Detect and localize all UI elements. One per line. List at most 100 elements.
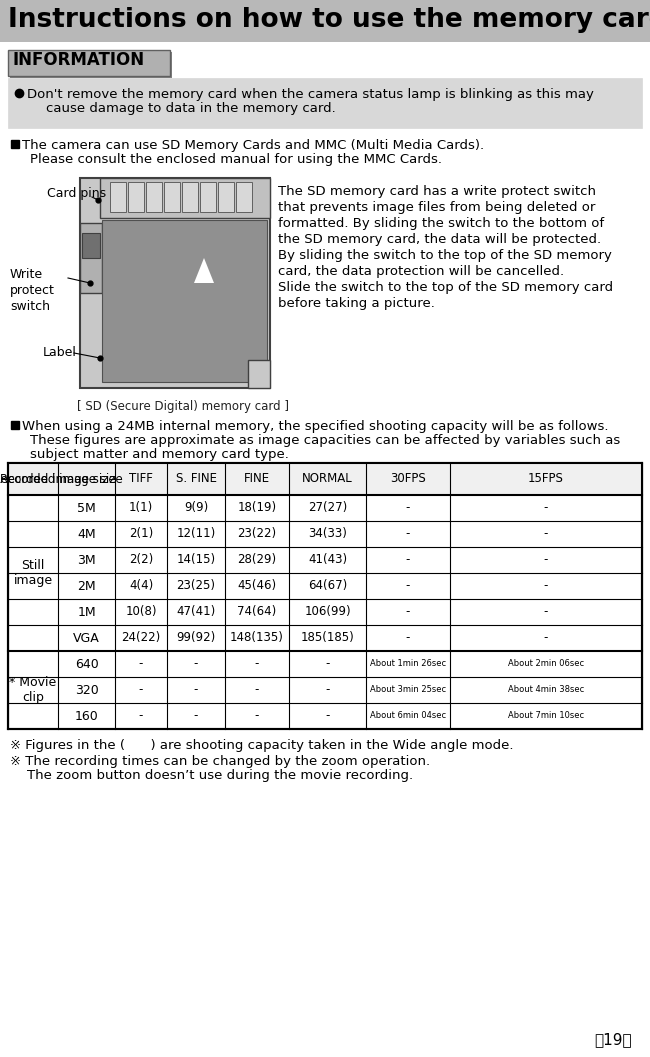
Text: -: -	[139, 684, 143, 697]
Text: [ SD (Secure Digital) memory card ]: [ SD (Secure Digital) memory card ]	[77, 400, 289, 413]
Text: 5M: 5M	[77, 501, 96, 515]
Text: Instructions on how to use the memory card: Instructions on how to use the memory ca…	[8, 7, 650, 33]
Text: About 2min 06sec: About 2min 06sec	[508, 660, 584, 668]
Text: 4M: 4M	[77, 527, 96, 540]
Text: NORMAL: NORMAL	[302, 472, 353, 485]
Text: When using a 24MB internal memory, the specified shooting capacity will be as fo: When using a 24MB internal memory, the s…	[22, 420, 608, 433]
Text: card, the data protection will be cancelled.: card, the data protection will be cancel…	[278, 265, 564, 278]
Text: subject matter and memory card type.: subject matter and memory card type.	[30, 448, 289, 461]
Text: Don't remove the memory card when the camera status lamp is blinking as this may: Don't remove the memory card when the ca…	[27, 88, 594, 101]
Bar	[80, 223, 102, 293]
Text: -: -	[255, 684, 259, 697]
Text: 1(1): 1(1)	[129, 501, 153, 515]
Text: -: -	[325, 709, 330, 723]
Text: -: -	[406, 554, 410, 567]
Bar	[0, 0, 650, 42]
Bar	[8, 463, 642, 729]
Text: 106(99): 106(99)	[304, 606, 351, 618]
Text: 23(25): 23(25)	[177, 579, 216, 593]
Text: VGA: VGA	[73, 631, 100, 645]
Text: 3M: 3M	[77, 554, 96, 567]
Text: S. FINE: S. FINE	[176, 472, 216, 485]
Text: The SD memory card has a write protect switch: The SD memory card has a write protect s…	[278, 185, 596, 198]
Text: Recorded image size: Recorded image size	[0, 472, 116, 485]
Bar	[128, 182, 144, 212]
Text: 185(185): 185(185)	[300, 631, 354, 645]
Text: 15FPS: 15FPS	[528, 472, 564, 485]
Text: -: -	[194, 684, 198, 697]
Text: -: -	[255, 657, 259, 670]
Text: 2M: 2M	[77, 579, 96, 593]
Text: 12(11): 12(11)	[176, 527, 216, 540]
Text: Card pins: Card pins	[47, 186, 106, 200]
Text: Recorded image size: Recorded image size	[0, 472, 123, 485]
Text: 1M: 1M	[77, 606, 96, 618]
Text: 27(27): 27(27)	[308, 501, 347, 515]
Text: -: -	[139, 657, 143, 670]
Bar	[80, 178, 270, 388]
Text: 2(1): 2(1)	[129, 527, 153, 540]
Text: -: -	[325, 684, 330, 697]
Text: 2(2): 2(2)	[129, 554, 153, 567]
Text: 24(22): 24(22)	[122, 631, 161, 645]
Polygon shape	[194, 258, 214, 283]
Bar	[200, 182, 216, 212]
Text: About 7min 10sec: About 7min 10sec	[508, 711, 584, 721]
Bar	[182, 182, 198, 212]
Text: FINE: FINE	[244, 472, 270, 485]
Text: 14(15): 14(15)	[176, 554, 216, 567]
Text: -: -	[325, 657, 330, 670]
Text: ※ Figures in the (      ) are shooting capacity taken in the Wide angle mode.: ※ Figures in the ( ) are shooting capaci…	[10, 739, 514, 752]
Text: Slide the switch to the top of the SD memory card: Slide the switch to the top of the SD me…	[278, 281, 613, 294]
Bar	[102, 220, 267, 382]
Text: 640: 640	[75, 657, 98, 670]
Text: -: -	[544, 579, 548, 593]
Text: Label: Label	[43, 347, 77, 359]
Text: -: -	[406, 579, 410, 593]
Text: before taking a picture.: before taking a picture.	[278, 297, 435, 310]
Text: 10(8): 10(8)	[125, 606, 157, 618]
Text: -: -	[544, 527, 548, 540]
Text: Please consult the enclosed manual for using the MMC Cards.: Please consult the enclosed manual for u…	[30, 153, 442, 166]
Text: -: -	[544, 554, 548, 567]
Text: 9(9): 9(9)	[184, 501, 208, 515]
Text: -: -	[406, 501, 410, 515]
Text: 45(46): 45(46)	[237, 579, 276, 593]
Bar	[146, 182, 162, 212]
Text: -: -	[194, 657, 198, 670]
Text: By sliding the switch to the top of the SD memory: By sliding the switch to the top of the …	[278, 249, 612, 262]
Text: -: -	[406, 631, 410, 645]
Text: About 4min 38sec: About 4min 38sec	[508, 686, 584, 694]
Text: 4(4): 4(4)	[129, 579, 153, 593]
Text: ※ The recording times can be changed by the zoom operation.: ※ The recording times can be changed by …	[10, 755, 430, 768]
Text: -: -	[255, 709, 259, 723]
Bar	[164, 182, 180, 212]
Bar	[218, 182, 234, 212]
Text: cause damage to data in the memory card.: cause damage to data in the memory card.	[46, 101, 336, 115]
Bar	[236, 182, 252, 212]
Text: 148(135): 148(135)	[230, 631, 284, 645]
Text: 47(41): 47(41)	[176, 606, 216, 618]
Text: INFORMATION: INFORMATION	[13, 51, 145, 69]
Text: -: -	[544, 606, 548, 618]
Text: About 3min 25sec: About 3min 25sec	[370, 686, 446, 694]
Text: TIFF: TIFF	[129, 472, 153, 485]
Text: 18(19): 18(19)	[237, 501, 276, 515]
Text: About 1min 26sec: About 1min 26sec	[370, 660, 446, 668]
Text: 320: 320	[75, 684, 98, 697]
Text: These figures are approximate as image capacities can be affected by variables s: These figures are approximate as image c…	[30, 434, 620, 447]
Text: -: -	[406, 606, 410, 618]
Text: 〈19〉: 〈19〉	[594, 1032, 632, 1047]
Text: * Movie
clip: * Movie clip	[9, 676, 57, 704]
Bar	[100, 178, 270, 218]
Text: The camera can use SD Memory Cards and MMC (Multi Media Cards).: The camera can use SD Memory Cards and M…	[22, 140, 484, 152]
Text: the SD memory card, the data will be protected.: the SD memory card, the data will be pro…	[278, 233, 601, 246]
Bar	[82, 233, 100, 258]
Bar	[8, 463, 642, 495]
Bar	[110, 182, 126, 212]
Bar	[10, 52, 172, 78]
Text: -: -	[544, 631, 548, 645]
Text: 99(92): 99(92)	[176, 631, 216, 645]
Text: 30FPS: 30FPS	[390, 472, 426, 485]
Text: The zoom button doesn’t use during the movie recording.: The zoom button doesn’t use during the m…	[10, 769, 413, 782]
